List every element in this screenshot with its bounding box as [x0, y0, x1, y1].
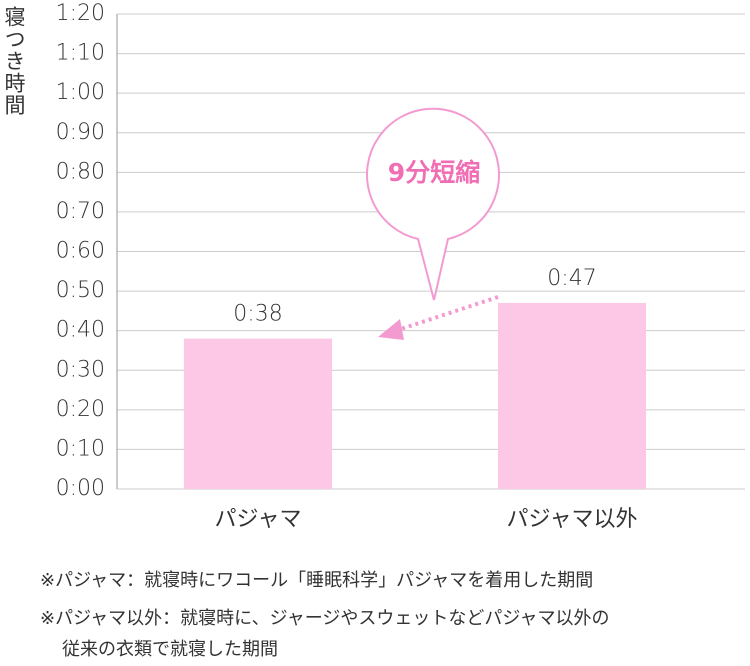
y-tick-label: 0:90 [56, 120, 105, 145]
bar [183, 338, 333, 489]
note: ※パジャマ以外：就寝時に、ジャージやスウェットなどパジャマ以外の [40, 608, 609, 629]
y-tick-label: 0:80 [56, 159, 105, 184]
y-tick-label: 0:40 [56, 318, 105, 343]
arrow-line [397, 295, 499, 332]
bubble [366, 107, 500, 301]
value-label: 0:38 [233, 302, 282, 327]
y-tick-label: 0:60 [56, 239, 105, 264]
arrow-head [378, 319, 404, 340]
y-tick-label: 0:30 [56, 357, 105, 382]
y-tick-label: 1:10 [56, 41, 105, 66]
annotation: 9分短縮 [366, 107, 500, 340]
note: 従来の衣類で就寝した期間 [62, 639, 278, 660]
bar [497, 302, 647, 489]
y-axis-label: 寝つき時間 [2, 6, 26, 116]
plot: 0:00 0:10 0:20 0:30 0:40 0:50 0:60 0:70 0:80 0:90… [56, 1, 745, 532]
y-tick-label: 0:20 [56, 397, 105, 422]
y-tick-label: 1:00 [56, 80, 105, 105]
x-tick-label: パジャマ以外 [507, 507, 638, 532]
annotation-text: 9分短縮 [388, 158, 480, 187]
note: ※パジャマ：就寝時にワコール「睡眠科学」パジャマを着用した期間 [40, 570, 593, 591]
y-tick-label: 0:50 [56, 278, 105, 303]
y-tick-label: 0:70 [56, 199, 105, 224]
value-label: 0:47 [547, 266, 596, 291]
y-tick-label: 1:20 [56, 1, 105, 26]
x-tick-label: パジャマ [215, 507, 302, 532]
y-tick-label: 0:10 [56, 436, 105, 461]
y-tick-label: 0:00 [56, 476, 105, 501]
